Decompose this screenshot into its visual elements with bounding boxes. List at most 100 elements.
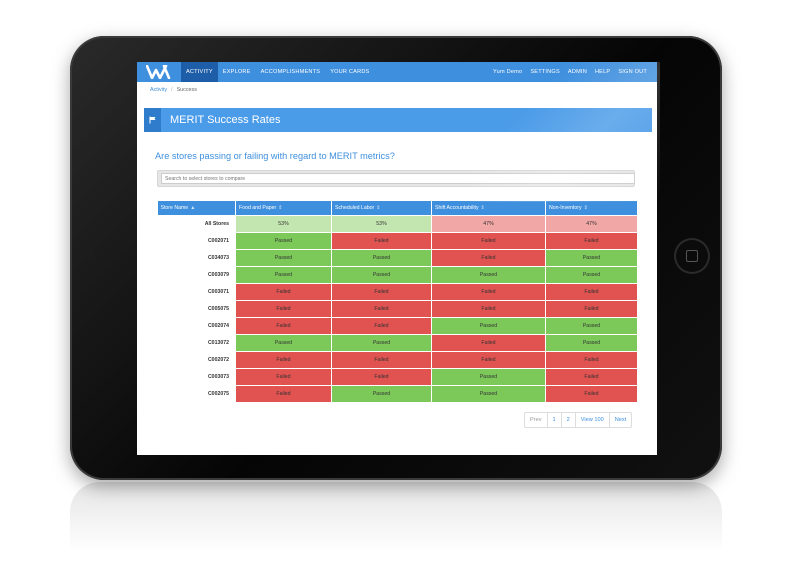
metric-cell: Failed (431, 300, 546, 318)
sort-icon: ▲ (190, 205, 196, 211)
page-title-banner: MERIT Success Rates (144, 108, 652, 132)
metric-cell: Failed (545, 232, 638, 250)
column-header-label: Non-Inventory (549, 205, 582, 211)
metric-cell: Passed (331, 385, 432, 403)
metric-cell: Failed (431, 351, 546, 369)
metric-cell: Passed (545, 266, 638, 284)
camera-icon (88, 252, 94, 258)
column-header[interactable]: Store Name ▲ (157, 201, 236, 216)
metric-cell: Passed (431, 317, 546, 335)
metric-cell: Failed (235, 351, 332, 369)
table-row: C003073 Failed Failed Passed Failed (157, 368, 638, 386)
store-search-input[interactable] (161, 173, 635, 184)
metric-cell: Failed (545, 368, 638, 386)
nav-item-3[interactable]: YOUR CARDS (330, 69, 370, 75)
nav-primary: ACTIVITY EXPLORE ACCOMPLISHMENTS YOUR CARDS (181, 62, 374, 82)
metric-cell: Passed (545, 249, 638, 267)
tablet-reflection (70, 482, 722, 552)
top-nav: ACTIVITY EXPLORE ACCOMPLISHMENTS YOUR CARDS… (137, 62, 657, 82)
metric-cell: Passed (545, 317, 638, 335)
metric-cell: Failed (545, 351, 638, 369)
page-title: MERIT Success Rates (170, 114, 281, 126)
store-name: C003073 (157, 368, 236, 386)
store-name: C003071 (157, 283, 236, 301)
page-button-0[interactable]: Prev (525, 413, 548, 427)
w-logo-icon[interactable] (137, 62, 181, 82)
breadcrumb-current: Success (176, 87, 197, 93)
page-button-2[interactable]: 2 (562, 413, 576, 427)
metric-cell: Passed (235, 334, 332, 352)
metric-cell: Passed (545, 334, 638, 352)
page-button-3[interactable]: View 100 (576, 413, 610, 427)
metric-cell: Passed (235, 266, 332, 284)
sort-icon: ⇕ (480, 205, 485, 211)
table-row: C003079 Passed Passed Passed Passed (157, 266, 638, 284)
table-row: C005075 Failed Failed Failed Failed (157, 300, 638, 318)
store-name: C002075 (157, 385, 236, 403)
column-header[interactable]: Scheduled Labor ⇕ (331, 201, 432, 216)
column-header[interactable]: Food and Paper ⇕ (235, 201, 332, 216)
flag-icon (144, 108, 161, 132)
table-row: C002072 Failed Failed Failed Failed (157, 351, 638, 369)
metric-cell: Failed (235, 317, 332, 335)
metric-cell: Failed (431, 283, 546, 301)
metric-cell: Passed (331, 266, 432, 284)
column-header-label: Scheduled Labor (335, 205, 375, 211)
home-button[interactable] (676, 240, 708, 272)
metric-cell: 47% (545, 215, 638, 233)
table-row: All Stores 53% 53% 47% 47% (157, 215, 638, 233)
metric-cell: Passed (331, 249, 432, 267)
store-name: C002074 (157, 317, 236, 335)
metric-cell: 47% (431, 215, 546, 233)
sort-icon: ⇕ (376, 205, 381, 211)
breadcrumb-activity-link[interactable]: Activity (150, 87, 168, 93)
metric-cell: Passed (235, 232, 332, 250)
metric-cell: Failed (331, 351, 432, 369)
nav-link-4[interactable]: SIGN OUT (618, 69, 647, 75)
metric-cell: Failed (331, 283, 432, 301)
store-name: C005075 (157, 300, 236, 318)
breadcrumb-separator: / (171, 87, 173, 93)
nav-link-3[interactable]: HELP (594, 69, 611, 75)
nav-item-2[interactable]: ACCOMPLISHMENTS (260, 69, 321, 75)
metric-cell: Failed (235, 385, 332, 403)
table-row: C002074 Failed Failed Passed Passed (157, 317, 638, 335)
metric-cell: Failed (431, 249, 546, 267)
store-name: C034073 (157, 249, 236, 267)
metric-cell: Passed (331, 334, 432, 352)
metric-cell: Failed (431, 334, 546, 352)
metric-cell: Passed (431, 385, 546, 403)
table-row: C002075 Failed Passed Passed Failed (157, 385, 638, 403)
store-name: C003079 (157, 266, 236, 284)
table-row: C003071 Failed Failed Failed Failed (157, 283, 638, 301)
nav-link-1[interactable]: SETTINGS (530, 69, 560, 75)
table-row: C034073 Passed Passed Failed Passed (157, 249, 638, 267)
nav-item-1[interactable]: EXPLORE (222, 69, 251, 75)
metric-cell: Failed (235, 283, 332, 301)
sort-icon: ⇕ (583, 205, 588, 211)
metric-cell: Failed (235, 368, 332, 386)
page-button-1[interactable]: 1 (548, 413, 562, 427)
metric-cell: Failed (331, 317, 432, 335)
metric-cell: Failed (545, 300, 638, 318)
metric-cell: Failed (331, 232, 432, 250)
table-row: C013072 Passed Passed Failed Passed (157, 334, 638, 352)
user-name[interactable]: Yum Demo (493, 69, 523, 75)
pagination: Prev 1 2 View 100 Next (524, 412, 633, 428)
metric-cell: Failed (545, 385, 638, 403)
page-button-4[interactable]: Next (614, 417, 627, 423)
column-header-label: Food and Paper (239, 205, 277, 211)
nav-secondary: Yum Demo SETTINGS ADMIN HELP SIGN OUT (489, 62, 657, 82)
store-name: All Stores (157, 215, 236, 233)
metric-cell: 53% (235, 215, 332, 233)
metric-cell: Failed (431, 232, 546, 250)
metric-cell: Passed (235, 249, 332, 267)
metric-cell: Failed (545, 283, 638, 301)
column-header-label: Shift Accountability (435, 205, 479, 211)
nav-item-0[interactable]: ACTIVITY (181, 62, 218, 82)
merit-table: Store Name ▲ Food and Paper ⇕ Scheduled Labo… (157, 201, 638, 403)
column-header[interactable]: Shift Accountability ⇕ (431, 201, 546, 216)
column-header[interactable]: Non-Inventory ⇕ (545, 201, 638, 216)
metric-cell: Passed (431, 266, 546, 284)
nav-link-2[interactable]: ADMIN (567, 69, 587, 75)
